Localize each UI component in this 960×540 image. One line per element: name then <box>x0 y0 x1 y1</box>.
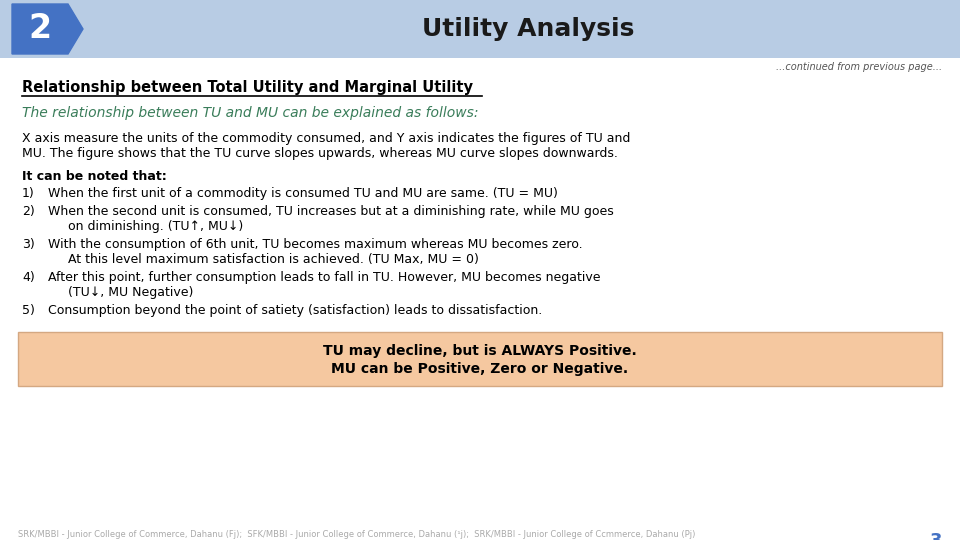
Text: MU can be Positive, Zero or Negative.: MU can be Positive, Zero or Negative. <box>331 362 629 376</box>
Polygon shape <box>12 4 83 54</box>
Text: 5): 5) <box>22 304 35 317</box>
Text: It can be noted that:: It can be noted that: <box>22 170 167 183</box>
Text: on diminishing. (TU↑, MU↓): on diminishing. (TU↑, MU↓) <box>48 220 243 233</box>
Text: After this point, further consumption leads to fall in TU. However, MU becomes n: After this point, further consumption le… <box>48 271 601 284</box>
Text: The relationship between TU and MU can be explained as follows:: The relationship between TU and MU can b… <box>22 106 478 120</box>
Text: 1): 1) <box>22 187 35 200</box>
Text: 4): 4) <box>22 271 35 284</box>
Text: Utility Analysis: Utility Analysis <box>421 17 635 41</box>
Text: When the first unit of a commodity is consumed TU and MU are same. (TU = MU): When the first unit of a commodity is co… <box>48 187 558 200</box>
Text: Relationship between Total Utility and Marginal Utility: Relationship between Total Utility and M… <box>22 80 473 95</box>
Text: X axis measure the units of the commodity consumed, and Y axis indicates the fig: X axis measure the units of the commodit… <box>22 132 631 145</box>
Text: When the second unit is consumed, TU increases but at a diminishing rate, while : When the second unit is consumed, TU inc… <box>48 205 613 218</box>
Text: SRK/MBBI - Junior College of Commerce, Dahanu (Fj);  SFK/MBBI - Junior College o: SRK/MBBI - Junior College of Commerce, D… <box>18 530 695 539</box>
Text: (TU↓, MU Negative): (TU↓, MU Negative) <box>48 286 193 299</box>
Text: ...continued from previous page...: ...continued from previous page... <box>776 62 942 72</box>
Text: 3: 3 <box>929 532 942 540</box>
FancyBboxPatch shape <box>18 332 942 386</box>
Text: 2): 2) <box>22 205 35 218</box>
Text: Consumption beyond the point of satiety (satisfaction) leads to dissatisfaction.: Consumption beyond the point of satiety … <box>48 304 542 317</box>
Text: 3): 3) <box>22 238 35 251</box>
Text: At this level maximum satisfaction is achieved. (TU Max, MU = 0): At this level maximum satisfaction is ac… <box>48 253 479 266</box>
Text: TU may decline, but is ALWAYS Positive.: TU may decline, but is ALWAYS Positive. <box>324 344 636 358</box>
Text: With the consumption of 6th unit, TU becomes maximum whereas MU becomes zero.: With the consumption of 6th unit, TU bec… <box>48 238 583 251</box>
FancyBboxPatch shape <box>0 0 960 58</box>
Text: 2: 2 <box>29 12 52 45</box>
Text: MU. The figure shows that the TU curve slopes upwards, whereas MU curve slopes d: MU. The figure shows that the TU curve s… <box>22 147 618 160</box>
